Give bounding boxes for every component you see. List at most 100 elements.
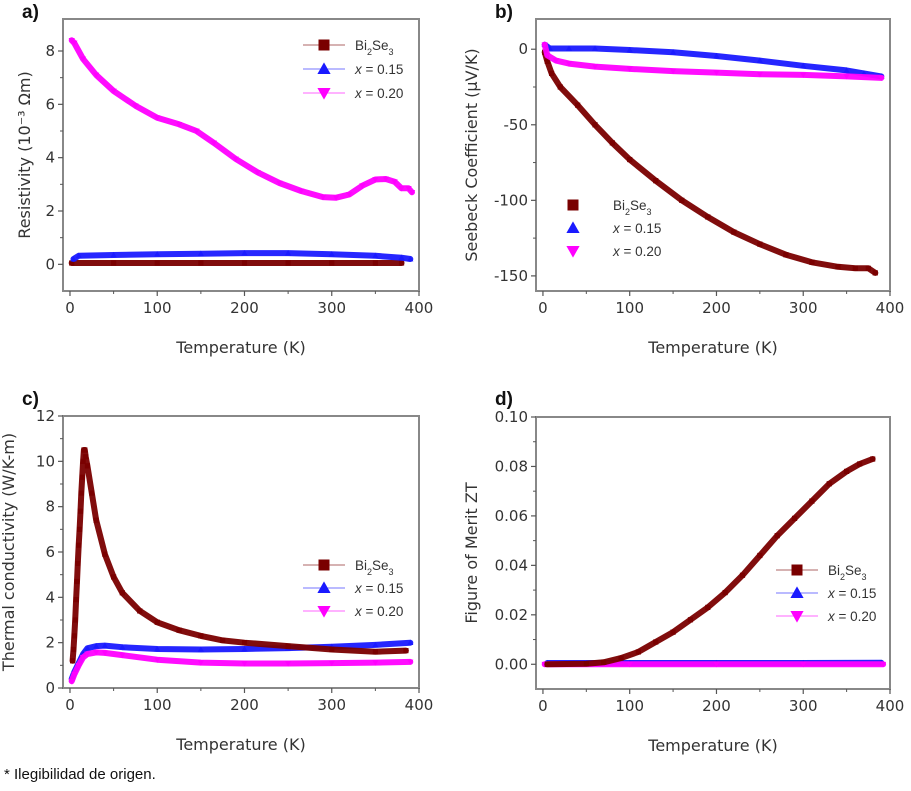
data-point (591, 64, 599, 70)
y-axis-title: Figure of Merit ZT (462, 482, 481, 623)
y-tick-label: 10 (36, 452, 55, 470)
data-point (137, 608, 143, 614)
data-point (175, 121, 183, 128)
data-point (69, 260, 75, 266)
data-point (575, 102, 581, 108)
legend-marker (566, 221, 580, 233)
data-point (756, 71, 763, 78)
legend-item: Bi2Se3 (567, 198, 652, 217)
panel-label: a) (22, 2, 39, 23)
data-point (193, 128, 200, 135)
data-point (591, 45, 599, 51)
legend-marker (790, 586, 804, 598)
data-point (75, 662, 82, 669)
panel-d: d) 0 100 200 300 400 0.00 0.02 0.04 0.06 0.08 0.10 T… (462, 389, 904, 755)
legend-item: x = 0.20 (776, 609, 876, 624)
data-point (154, 657, 161, 663)
data-point (713, 70, 720, 76)
legend-label-part: Se (630, 198, 647, 213)
data-point (241, 645, 248, 652)
data-point (687, 617, 694, 623)
data-point (843, 67, 850, 73)
legend-label: Bi2Se3 (828, 563, 867, 582)
data-point (583, 661, 589, 667)
x-tick-label: 0 (538, 299, 548, 317)
data-point (110, 251, 117, 258)
data-point (284, 661, 292, 667)
legend-label: x = 0.20 (354, 604, 403, 619)
panel-label: b) (495, 2, 513, 23)
data-point (110, 88, 117, 95)
legend: Bi2Se3 x = 0.15 x = 0.20 (566, 198, 661, 259)
data-point (757, 241, 763, 247)
data-point (329, 260, 335, 266)
y-axis-title: Seebeck Coefficient (μV/K) (462, 48, 481, 261)
series-x015 (70, 250, 414, 262)
data-point (635, 649, 641, 655)
data-point (84, 463, 91, 469)
data-point (783, 252, 789, 258)
data-point (198, 633, 204, 639)
data-point (879, 661, 887, 668)
data-point (254, 169, 261, 176)
data-point (198, 260, 204, 266)
y-tick-label: 6 (45, 543, 55, 561)
legend-label-sub: 3 (389, 567, 394, 577)
data-point (601, 659, 607, 665)
data-point (101, 650, 109, 656)
data-point (541, 42, 548, 48)
data-point (83, 454, 89, 460)
legend-label-part: Bi (355, 558, 367, 573)
data-point (731, 229, 737, 235)
data-point (843, 74, 850, 80)
y-tick-label: 12 (36, 407, 55, 425)
data-point (592, 122, 598, 128)
x-tick-label: 200 (230, 299, 259, 317)
data-point (75, 252, 82, 259)
legend-label-part: Se (372, 558, 389, 573)
x-tick-label: 200 (702, 697, 731, 715)
legend-label-value: = 0.20 (620, 244, 662, 259)
data-point (544, 58, 550, 64)
legend-label: x = 0.20 (612, 244, 661, 259)
x-axis-title: Temperature (K) (647, 736, 777, 755)
y-tick-label: 8 (45, 42, 55, 60)
legend-marker (317, 88, 331, 100)
y-tick-label: 6 (45, 95, 55, 113)
legend-marker (317, 606, 331, 618)
x-axis-title: Temperature (K) (175, 735, 305, 754)
data-point (319, 194, 327, 201)
data-point (774, 533, 780, 539)
series-x020 (68, 37, 416, 201)
data-point (119, 590, 125, 596)
data-point (653, 178, 659, 184)
data-point (197, 250, 204, 257)
legend-label-var: x (354, 62, 363, 77)
legend-label-var: x (354, 581, 363, 596)
data-point (197, 646, 204, 652)
y-axis-title: Thermal conductivity (W/K-m) (0, 433, 18, 672)
legend-item: Bi2Se3 (303, 558, 394, 577)
series-line (541, 41, 885, 80)
x-tick-label: 400 (405, 696, 434, 714)
data-point (609, 140, 615, 146)
data-point (544, 52, 551, 59)
legend-label-var: x (827, 609, 836, 624)
data-point (557, 84, 563, 90)
y-tick-label: 2 (45, 634, 55, 652)
y-tick-label: 0.04 (495, 556, 528, 574)
data-point (284, 250, 292, 256)
legend-label-part: Se (845, 563, 862, 578)
x-tick-label: 400 (405, 299, 434, 317)
y-tick-label: -150 (494, 267, 528, 285)
legend-label: x = 0.15 (612, 221, 661, 236)
legend-item: x = 0.15 (303, 581, 403, 596)
legend-label-part: Bi (355, 38, 367, 53)
panel-b: b) 0 100 200 300 400 0 -50 -100 -150 Temperature (… (462, 2, 904, 357)
data-point (626, 66, 633, 72)
data-point (757, 552, 763, 559)
legend-label-value: = 0.15 (620, 221, 662, 236)
legend-marker (318, 39, 330, 51)
data-point (76, 542, 82, 548)
